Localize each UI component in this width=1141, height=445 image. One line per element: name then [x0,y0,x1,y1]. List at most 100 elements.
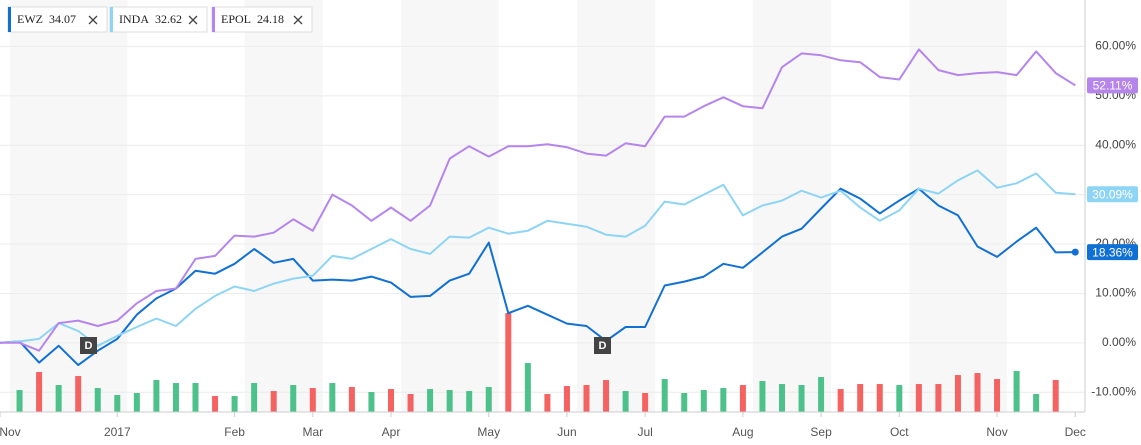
volume-bar [857,384,864,412]
volume-bar [309,388,316,412]
volume-bar [212,396,219,412]
volume-bar [270,391,277,412]
end-label: 18.36% [1092,245,1133,259]
volume-bar [172,383,179,412]
volume-bar [407,394,414,412]
y-tick-label: -10.00% [1091,384,1136,398]
legend-name: EPOL [221,12,251,26]
volume-bar [192,383,199,412]
end-label-box [1087,244,1138,261]
volume-bar [524,363,531,412]
legend-price: 32.62 [155,12,182,26]
y-tick-label: 60.00% [1095,39,1136,53]
month-band [909,0,1008,412]
volume-bar [759,381,766,412]
x-tick-label: May [477,425,500,439]
x-tick-label: Jun [557,425,576,439]
volume-bar [94,388,101,412]
chip-color [110,7,113,32]
legend-price: 34.07 [49,12,76,26]
end-label: 52.11% [1093,79,1133,93]
volume-bar [876,384,883,412]
volume-bar [935,384,942,412]
x-tick-label: Apr [382,425,401,439]
volume-bar [368,392,375,412]
volume-bar [798,385,805,412]
series-line [0,48,1076,352]
chip-box [211,6,313,33]
lines [0,48,1076,367]
end-label: 30.09% [1092,187,1133,201]
volume-bar [544,394,551,412]
volume-bar [16,390,23,412]
volume-bar [994,379,1001,412]
month-band [576,0,656,412]
volume-bar [388,389,394,412]
legend-name: INDA [119,12,149,26]
end-labels: 18.36% 30.09% 52.11% [1071,77,1138,261]
volume-bar [681,393,688,412]
volume-bar [427,389,434,412]
chip-color [212,7,215,32]
volume-bar [231,396,238,412]
volume-bar [896,385,903,412]
x-tick-label: Nov [986,425,1007,439]
volume-bar [290,385,297,412]
volume-bar [446,390,453,412]
volume-bar [837,389,844,412]
volume-bar [55,385,62,412]
y-tick-label: 0.00% [1102,335,1136,349]
x-tick-label: Sep [810,425,832,439]
x-tick-label: Oct [890,425,909,439]
x-tick-label: Feb [224,425,245,439]
volume-bar [720,388,727,412]
volume-bar [1052,380,1059,412]
legend-chip: EPOL 24.18 [211,6,313,33]
legend-price: 24.18 [257,12,284,26]
x-tick-label: Aug [732,425,753,439]
dividend-label: D [599,340,607,352]
volume-bar [485,387,492,412]
remove-button[interactable] [293,15,303,25]
volume-bar [133,393,140,412]
series-line [0,169,1076,347]
legend-name: EWZ [17,12,43,26]
volume-bar [1013,371,1020,412]
volume-bar [779,384,785,412]
dividend-marker [594,337,611,354]
volume-bar [642,393,649,412]
chip-box [109,6,208,33]
volume-bar [251,383,258,412]
dividend-label: D [85,340,93,352]
end-label-box [1087,77,1138,94]
legend-chip: EWZ 34.07 [7,6,108,33]
volume-bar [739,385,746,412]
volume-bar [622,391,629,412]
volume-bar [603,380,610,412]
volume-bar [700,390,707,412]
volume-bar [563,386,570,412]
remove-button[interactable] [188,15,198,25]
x-tick-label: 2017 [104,425,131,439]
remove-button[interactable] [88,15,98,25]
month-band [401,0,499,412]
x-tick-label: Mar [302,425,323,439]
x-tick-label: Dec [1065,425,1086,439]
volume-bar [974,373,981,412]
y-tick-label: 10.00% [1095,286,1136,300]
annotations: D D [80,337,611,354]
series-line [0,187,1076,367]
chip-color [8,7,11,32]
grid: Nov 2017 Feb Mar Apr May Jun Jul Aug Sep Oct Nov Dec… [0,39,1136,439]
end-label-box [1087,186,1138,203]
volume-bar [1033,394,1040,412]
volume-bar [466,391,473,412]
legend: EWZ 34.07 INDA 32.62 EPOL 24.18 [7,6,313,33]
volume-bar [954,375,961,412]
volume-bar [505,313,512,412]
volume-bar [36,372,43,412]
end-dot [1071,248,1079,256]
month-band [244,0,323,412]
volume-bar [75,376,82,412]
